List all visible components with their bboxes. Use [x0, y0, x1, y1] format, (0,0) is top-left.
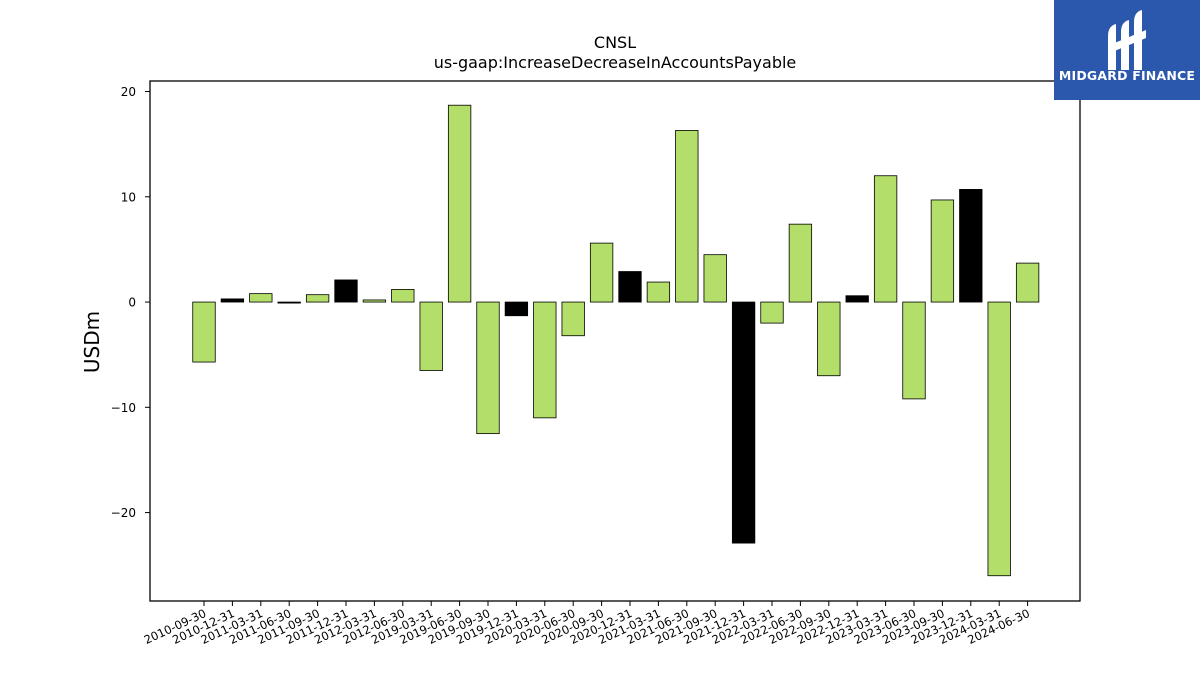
chart-subtitle: us-gaap:IncreaseDecreaseInAccountsPayabl…: [434, 53, 797, 72]
bar-2021-06-30: [675, 130, 699, 303]
bar-2010-12-31: [220, 298, 245, 303]
bar-2021-09-30: [703, 254, 727, 303]
bar-2022-09-30: [817, 301, 841, 377]
bar-2023-12-31: [959, 189, 983, 303]
bar-2019-09-30: [476, 301, 500, 435]
plot-frame: [149, 80, 1081, 602]
y-tick-label: 20: [121, 85, 136, 99]
bar-2020-03-31: [533, 301, 557, 419]
y-tick-label: −10: [111, 401, 136, 415]
bar-2024-06-30: [1015, 262, 1040, 303]
midgard-finance-logo: MIDGARD FINANCE: [1054, 0, 1200, 100]
bar-2012-03-31: [362, 299, 387, 303]
bar-2020-09-30: [589, 242, 614, 303]
bar-2010-09-30: [192, 301, 216, 363]
y-axis-label: USDm: [80, 311, 104, 373]
y-axis: −20 −10 0 10 20: [111, 85, 150, 520]
bar-2022-06-30: [788, 223, 813, 303]
bar-2021-03-31: [646, 281, 671, 303]
bars-group: [192, 104, 1040, 577]
y-tick-label: −20: [111, 506, 136, 520]
bar-2023-09-30: [930, 199, 955, 303]
bar-2011-09-30: [305, 294, 330, 303]
bar-2023-06-30: [902, 301, 926, 400]
bar-2020-12-31: [618, 271, 642, 303]
chart-title: CNSL: [594, 33, 636, 52]
y-tick-label: 10: [121, 190, 136, 204]
bar-2012-06-30: [391, 289, 415, 303]
bar-2024-03-31: [987, 301, 1011, 577]
x-axis: 2010-09-302010-12-312011-03-312011-06-30…: [142, 601, 1032, 647]
bar-2023-03-31: [873, 175, 898, 303]
bar-2019-03-31: [419, 301, 443, 371]
bar-2011-03-31: [249, 293, 273, 303]
brand-name: MIDGARD FINANCE: [1058, 68, 1196, 83]
bar-2019-06-30: [447, 104, 472, 303]
bar-2011-06-30: [277, 301, 301, 304]
bar-2011-12-31: [334, 279, 358, 303]
bar-2021-12-31: [731, 301, 756, 544]
midgard-m-logo-icon: [1108, 10, 1146, 70]
bar-2019-12-31: [504, 301, 529, 317]
y-tick-label: 0: [128, 296, 136, 310]
bar-2022-12-31: [845, 295, 869, 303]
bar-2020-06-30: [561, 301, 585, 337]
bar-2022-03-31: [760, 301, 784, 324]
